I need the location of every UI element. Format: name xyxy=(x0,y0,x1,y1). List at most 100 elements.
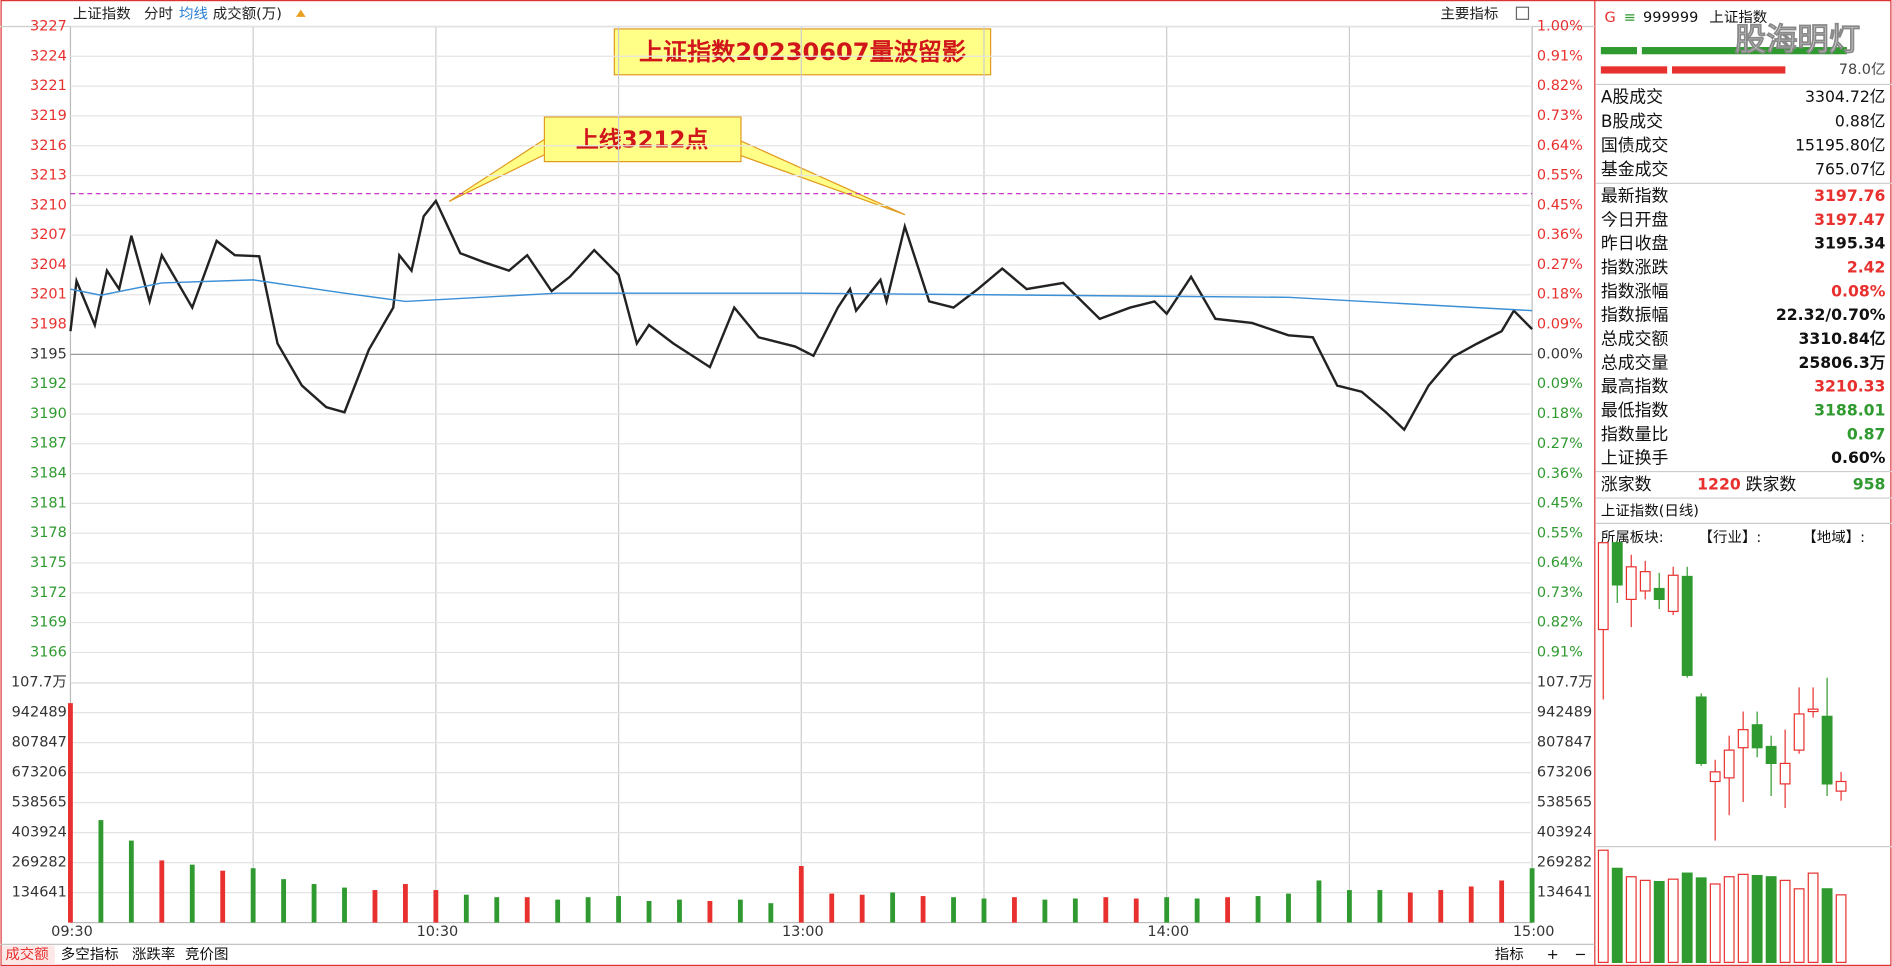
quote-menu[interactable]: ≡ xyxy=(1624,10,1636,26)
quote-value: 0.87 xyxy=(1847,424,1886,443)
toolbar-tab[interactable]: 均线 xyxy=(179,5,208,22)
volume-tick-label: 134641 xyxy=(1537,885,1592,901)
daily-volume-bar xyxy=(1681,872,1693,963)
bottom-button[interactable]: − xyxy=(1574,947,1586,963)
quote-label: 总成交量 xyxy=(1601,352,1669,372)
candle-body xyxy=(1639,571,1651,592)
volume-bar xyxy=(1072,898,1078,923)
y2-tick-label: 0.27% xyxy=(1537,436,1583,452)
quote-label: 今日开盘 xyxy=(1601,209,1669,229)
candle-body xyxy=(1765,745,1777,764)
volume-bar xyxy=(951,897,956,923)
volume-bar xyxy=(677,899,682,923)
y-tick-label: 3204 xyxy=(30,257,67,273)
daily-title: 上证指数(日线) xyxy=(1601,502,1699,519)
y2-tick-label: 0.91% xyxy=(1537,644,1583,660)
amount-bar xyxy=(1672,66,1786,74)
y-tick-label: 3166 xyxy=(30,644,67,660)
tab-active[interactable] xyxy=(1,945,55,965)
candle-body xyxy=(1667,574,1679,613)
y2-tick-label: 0.45% xyxy=(1537,495,1583,511)
volume-bar xyxy=(433,890,439,923)
amount-bar xyxy=(1641,47,1847,55)
bottom-tab[interactable]: 成交额 xyxy=(5,945,49,963)
daily-volume-bar xyxy=(1779,879,1791,963)
quote-value: 2.42 xyxy=(1847,258,1886,277)
candle-body xyxy=(1681,575,1693,676)
volume-bar xyxy=(1133,898,1139,923)
daily-volume-bar xyxy=(1835,894,1847,963)
candle-body xyxy=(1751,724,1763,749)
volume-bar xyxy=(920,896,926,923)
price-line xyxy=(69,198,1533,432)
y-tick-label: 3178 xyxy=(30,525,67,541)
toolbar-tab[interactable]: 成交额(万) xyxy=(213,4,282,22)
volume-tick-label: 807847 xyxy=(12,735,67,751)
y2-tick-label: 0.73% xyxy=(1537,585,1583,601)
volume-bar xyxy=(220,870,226,923)
quote-value: 25806.3万 xyxy=(1798,353,1885,372)
volume-bar xyxy=(1499,880,1505,923)
volume-bar xyxy=(1377,890,1383,923)
bottom-tab[interactable]: 竞价图 xyxy=(185,945,228,963)
daily-volume-bar xyxy=(1723,876,1735,963)
volume-tick-label: 403924 xyxy=(12,825,67,841)
volume-bar xyxy=(403,884,408,923)
quote-value: 3195.34 xyxy=(1814,234,1885,253)
daily-volume-bar xyxy=(1611,867,1623,963)
y-tick-label: 3172 xyxy=(30,585,67,601)
candle-body xyxy=(1625,566,1637,600)
y2-tick-label: 0.55% xyxy=(1537,168,1583,184)
indicator-label[interactable]: 主要指标 xyxy=(1440,5,1498,22)
candle-body xyxy=(1793,713,1805,751)
bottom-tab[interactable]: 多空指标 xyxy=(61,946,119,963)
toolbar-icon[interactable] xyxy=(295,9,306,17)
daily-volume-bar xyxy=(1765,876,1777,963)
daily-volume-bar xyxy=(1709,883,1721,963)
bottom-button[interactable]: 指标 xyxy=(1495,946,1524,963)
toolbar-name: 上证指数 xyxy=(73,5,131,22)
x-tick-label: 13:00 xyxy=(782,924,824,940)
bottom-button[interactable]: + xyxy=(1547,947,1559,963)
x-tick-label: 10:30 xyxy=(417,924,459,940)
quote-label: 指数振幅 xyxy=(1601,305,1669,325)
daily-volume-bar xyxy=(1625,876,1637,963)
y-tick-label: 3224 xyxy=(30,48,67,64)
volume-tick-label: 403924 xyxy=(1537,825,1592,841)
quote-label: B股成交 xyxy=(1601,111,1663,131)
quote-value: 15195.80亿 xyxy=(1795,135,1885,154)
y-tick-label: 3210 xyxy=(30,197,67,213)
y2-tick-label: 0.91% xyxy=(1537,48,1583,64)
y-tick-label: 3192 xyxy=(30,376,67,392)
volume-bar xyxy=(555,899,561,923)
watermark: 股海明灯 xyxy=(1735,22,1860,58)
y-tick-label: 3219 xyxy=(30,108,67,124)
volume-bar xyxy=(250,868,256,923)
chart-title: 上证指数20230607量波留影 xyxy=(639,38,966,66)
quote-label: 昨日收盘 xyxy=(1601,233,1669,253)
volume-bar xyxy=(311,884,317,923)
y-tick-label: 3201 xyxy=(30,287,67,303)
candle-body xyxy=(1737,729,1749,749)
y-tick-label: 3181 xyxy=(30,495,67,511)
daily-volume-bar xyxy=(1821,888,1833,963)
volume-tick-label: 673206 xyxy=(12,765,67,781)
quote-value: 3304.72亿 xyxy=(1805,87,1885,106)
average-line xyxy=(70,279,1533,312)
volume-bar xyxy=(128,840,134,923)
volume-bar xyxy=(372,890,378,923)
y-tick-label: 3175 xyxy=(30,555,67,571)
indicator-icon[interactable] xyxy=(1515,6,1530,20)
y-tick-label: 3195 xyxy=(30,346,67,362)
bottom-tab[interactable]: 涨跌率 xyxy=(132,946,175,963)
y-tick-label: 3169 xyxy=(30,615,67,631)
daily-volume-bar xyxy=(1639,879,1651,963)
volume-bar xyxy=(890,892,896,923)
quote-label: A股成交 xyxy=(1601,87,1663,107)
title-box xyxy=(613,28,992,76)
candle-body xyxy=(1597,542,1609,631)
volume-tick-label: 807847 xyxy=(1537,735,1592,751)
volume-tick-label: 942489 xyxy=(12,705,67,721)
toolbar-tab[interactable]: 分时 xyxy=(144,5,173,22)
quote-label: 上证换手 xyxy=(1601,448,1669,468)
